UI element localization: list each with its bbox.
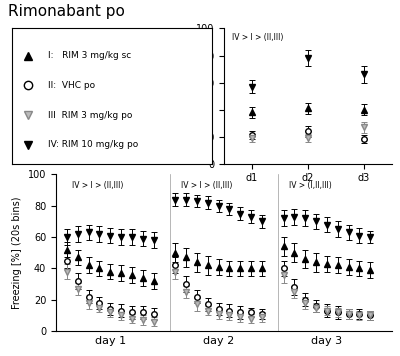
Text: IV > (I,II,III): IV > (I,II,III) <box>289 181 332 190</box>
Text: I:   RIM 3 mg/kg sc: I: RIM 3 mg/kg sc <box>48 51 131 60</box>
Y-axis label: Freezing [%] (0-180s): Freezing [%] (0-180s) <box>184 51 193 141</box>
Text: IV: RIM 10 mg/kg po: IV: RIM 10 mg/kg po <box>48 140 138 149</box>
Text: IV > I > (II,III): IV > I > (II,III) <box>72 181 124 190</box>
Y-axis label: Freezing [%] (20s bins): Freezing [%] (20s bins) <box>12 197 22 309</box>
Text: III  RIM 3 mg/kg po: III RIM 3 mg/kg po <box>48 111 132 120</box>
Text: IV > I > (II,III): IV > I > (II,III) <box>232 32 284 42</box>
Text: IV > I > (II,III): IV > I > (II,III) <box>181 181 232 190</box>
Text: II:  VHC po: II: VHC po <box>48 81 95 90</box>
Text: Rimonabant po: Rimonabant po <box>8 4 125 19</box>
